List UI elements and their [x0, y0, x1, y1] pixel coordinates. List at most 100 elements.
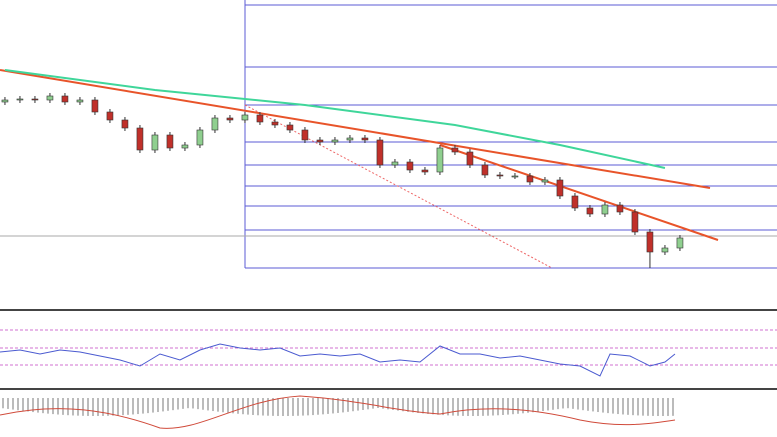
- macd-bar: [227, 398, 229, 413]
- macd-bar: [187, 398, 189, 409]
- macd-bar: [472, 398, 474, 416]
- candle-body: [256, 114, 264, 123]
- macd-bar: [672, 398, 674, 416]
- macd-bar: [217, 398, 219, 412]
- macd-bar: [302, 398, 304, 416]
- macd-bar: [562, 398, 564, 409]
- macd-bar: [432, 398, 434, 415]
- macd-bar: [342, 398, 344, 413]
- candle-body: [466, 151, 474, 166]
- macd-bar: [332, 398, 334, 414]
- macd-bar: [47, 398, 49, 414]
- macd-bar: [582, 398, 584, 411]
- macd-bar: [347, 398, 349, 412]
- macd-bar: [267, 398, 269, 416]
- fib-diagonal: [244, 104, 553, 269]
- macd-bar: [387, 398, 389, 410]
- macd-bar: [652, 398, 654, 416]
- macd-bar: [82, 398, 84, 416]
- macd-bar: [297, 398, 299, 416]
- macd-bar: [567, 398, 569, 409]
- macd-bar: [392, 398, 394, 410]
- macd-bar: [167, 398, 169, 411]
- candle-body: [211, 117, 219, 131]
- macd-bar: [417, 398, 419, 413]
- macd-bar: [117, 398, 119, 416]
- macd-bar: [482, 398, 484, 416]
- macd-bar: [232, 398, 234, 414]
- candle-body: [586, 207, 594, 215]
- macd-bar: [572, 398, 574, 409]
- macd-bar: [397, 398, 399, 411]
- macd-bar: [27, 398, 29, 412]
- macd-bar: [407, 398, 409, 412]
- macd-bar: [492, 398, 494, 416]
- candle-body: [31, 98, 39, 101]
- macd-bar: [437, 398, 439, 415]
- candle-body: [346, 137, 354, 141]
- macd-bar: [327, 398, 329, 414]
- macd-bar: [547, 398, 549, 411]
- macd-bar: [17, 398, 19, 411]
- candle-body: [316, 139, 324, 143]
- candle-body: [451, 147, 459, 153]
- candle-body: [106, 111, 114, 121]
- macd-bar: [67, 398, 69, 416]
- macd-bar: [517, 398, 519, 414]
- macd-bar: [212, 398, 214, 412]
- macd-bar: [442, 398, 444, 416]
- macd-bar: [602, 398, 604, 413]
- candle-body: [496, 174, 504, 177]
- macd-bar: [377, 398, 379, 409]
- macd-bar: [282, 398, 284, 416]
- macd-bar: [287, 398, 289, 416]
- candle-body: [616, 204, 624, 213]
- macd-histogram: [2, 398, 674, 416]
- macd-bar: [312, 398, 314, 416]
- macd-bar: [112, 398, 114, 416]
- macd-bar: [657, 398, 659, 416]
- macd-bar: [272, 398, 274, 416]
- candle-body: [151, 134, 159, 151]
- macd-bar: [502, 398, 504, 415]
- macd-bar: [632, 398, 634, 416]
- candle-body: [436, 147, 444, 173]
- candle-body: [541, 179, 549, 183]
- macd-bar: [607, 398, 609, 414]
- candle-body: [226, 117, 234, 121]
- candle-body: [556, 179, 564, 197]
- macd-bar: [92, 398, 94, 416]
- candle-body: [196, 129, 204, 146]
- macd-bar: [587, 398, 589, 411]
- macd-bar: [412, 398, 414, 413]
- macd-bar: [77, 398, 79, 416]
- macd-bar: [147, 398, 149, 414]
- macd-bar: [542, 398, 544, 412]
- candle-body: [46, 95, 54, 101]
- candle-body: [181, 144, 189, 149]
- macd-bar: [132, 398, 134, 415]
- macd-bar: [522, 398, 524, 414]
- macd-bar: [102, 398, 104, 416]
- candle-body: [601, 204, 609, 215]
- macd-bar: [127, 398, 129, 415]
- candle-body: [271, 121, 279, 126]
- macd-bar: [622, 398, 624, 415]
- candle-body: [286, 124, 294, 131]
- candle-body: [91, 99, 99, 113]
- macd-bar: [137, 398, 139, 415]
- macd-bar: [202, 398, 204, 410]
- macd-bar: [667, 398, 669, 416]
- rsi-line: [0, 343, 676, 377]
- macd-bar: [157, 398, 159, 413]
- candle-body: [76, 99, 84, 103]
- macd-bar: [337, 398, 339, 413]
- macd-signal: [0, 395, 676, 429]
- macd-bar: [107, 398, 109, 416]
- macd-bar: [57, 398, 59, 415]
- macd-bar: [642, 398, 644, 416]
- candle-body: [241, 114, 249, 121]
- macd-bar: [122, 398, 124, 416]
- macd-bar: [7, 398, 9, 409]
- candle-body: [526, 175, 534, 183]
